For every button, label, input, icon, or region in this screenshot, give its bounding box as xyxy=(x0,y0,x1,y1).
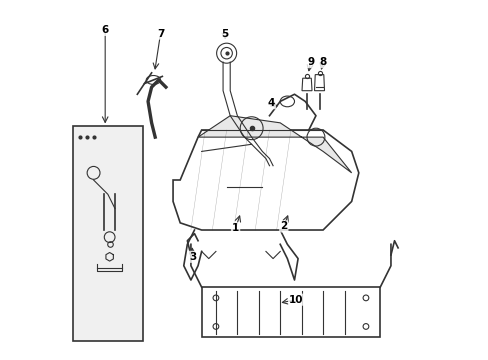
Text: 3: 3 xyxy=(189,252,196,262)
Text: 6: 6 xyxy=(102,25,109,35)
Bar xyxy=(201,287,380,337)
Text: 2: 2 xyxy=(280,221,287,231)
Bar xyxy=(73,126,142,341)
Text: 1: 1 xyxy=(231,223,239,233)
Text: 9: 9 xyxy=(306,57,313,67)
Text: 5: 5 xyxy=(221,28,228,39)
Text: 4: 4 xyxy=(267,98,274,108)
Text: 10: 10 xyxy=(288,295,303,305)
Text: 7: 7 xyxy=(157,28,164,39)
Polygon shape xyxy=(198,116,351,173)
Text: 8: 8 xyxy=(319,57,326,67)
